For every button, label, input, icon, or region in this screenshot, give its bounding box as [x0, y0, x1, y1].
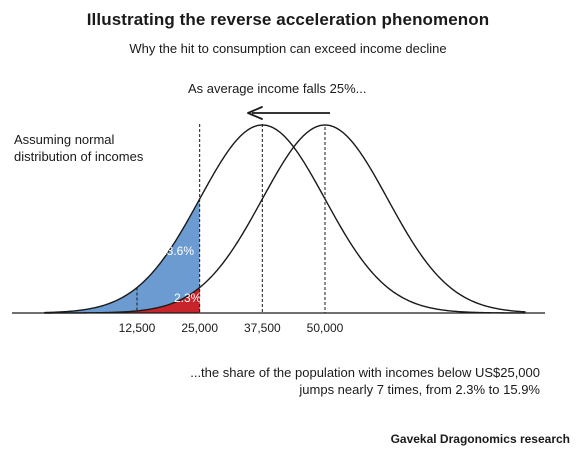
annotation-left-line1: Assuming normal: [14, 132, 115, 147]
annotation-left-line2: distribution of incomes: [14, 149, 144, 164]
source-credit: Gavekal Dragonomics research: [390, 432, 570, 446]
curve-after-decline: [44, 124, 526, 314]
x-tick-label: 37,500: [244, 321, 281, 335]
x-tick-label: 50,000: [307, 321, 344, 335]
annotation-income-falls: As average income falls 25%...: [188, 81, 367, 96]
annotation-bottom-line2: jumps nearly 7 times, from 2.3% to 15.9%: [299, 382, 540, 397]
area-below-threshold-blue: [44, 198, 200, 313]
area-below-threshold-red: [44, 287, 200, 313]
annotation-normal-distribution: Assuming normal distribution of incomes: [14, 131, 184, 165]
annotation-population-share: ...the share of the population with inco…: [120, 364, 540, 398]
curve-original: [44, 124, 526, 314]
chart-subtitle: Why the hit to consumption can exceed in…: [129, 41, 447, 56]
share-label-blue: 13.6%: [160, 244, 194, 258]
share-label-red: 2.3%: [174, 291, 202, 305]
chart-title: Illustrating the reverse acceleration ph…: [86, 10, 490, 29]
x-tick-label: 12,500: [119, 321, 156, 335]
shift-arrow-head: [247, 106, 263, 120]
x-tick-label: 25,000: [181, 321, 218, 335]
annotation-bottom-line1: ...the share of the population with inco…: [190, 365, 540, 380]
